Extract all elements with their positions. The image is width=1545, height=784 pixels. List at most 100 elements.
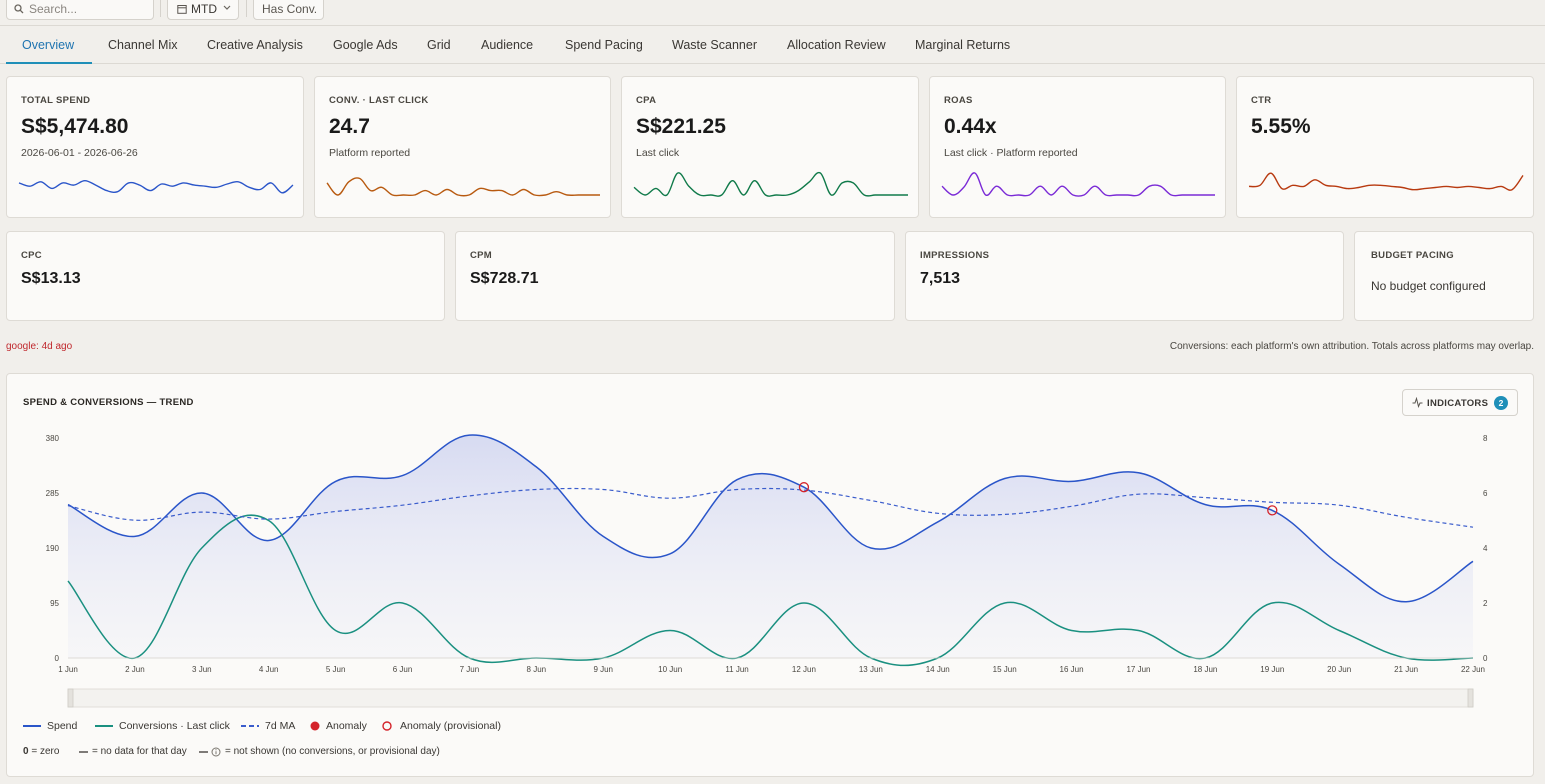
series-line	[67, 487, 1474, 528]
kpi-label: CONV. · LAST CLICK	[329, 95, 429, 106]
y-right-tick-label: 6	[1483, 489, 1488, 498]
tab-google-ads[interactable]: Google Ads	[333, 38, 398, 52]
kpi-card-total-spend: TOTAL SPEND S$5,474.80 2026-06-01 - 2026…	[6, 76, 304, 218]
sparkline	[1248, 172, 1524, 191]
brush-handle-right[interactable]	[1467, 688, 1474, 708]
indicators-label: INDICATORS	[1427, 398, 1489, 409]
x-tick-label: 14 Jun	[926, 665, 950, 674]
budget-pacing-card: BUDGET PACING No budget configured	[1354, 231, 1534, 321]
legend-swatch	[23, 725, 41, 727]
y-right-tick-label: 2	[1483, 599, 1488, 608]
anomaly-marker[interactable]	[1267, 505, 1278, 516]
legend-label: 7d MA	[265, 720, 296, 732]
kpi-subtext-part: Platform reported	[996, 147, 1078, 159]
tab-overview[interactable]: Overview	[6, 26, 92, 64]
kpi-label: CPM	[470, 250, 493, 261]
kpi-card-roas: ROAS 0.44x Last click · Platform reporte…	[929, 76, 1226, 218]
y-left-tick-label: 0	[55, 654, 60, 663]
key-zero-text: = zero	[31, 746, 60, 757]
period-dropdown[interactable]: MTD	[167, 0, 239, 20]
key-zero: 0 = zero	[23, 746, 59, 757]
activity-icon	[1412, 397, 1423, 408]
y-right-tick-label: 8	[1483, 434, 1488, 443]
series-line	[67, 434, 1474, 603]
y-right-tick-label: 0	[1483, 654, 1488, 663]
tab-allocation-review[interactable]: Allocation Review	[787, 38, 886, 52]
x-tick-label: 1 Jun	[58, 665, 78, 674]
series-line	[67, 514, 1474, 667]
kpi-label: ROAS	[944, 95, 973, 106]
tab-waste-scanner[interactable]: Waste Scanner	[672, 38, 757, 52]
x-tick-label: 3 Jun	[192, 665, 212, 674]
dash-icon	[199, 751, 208, 753]
x-tick-label: 12 Jun	[792, 665, 816, 674]
tab-grid[interactable]: Grid	[427, 38, 451, 52]
tab-creative-analysis[interactable]: Creative Analysis	[207, 38, 303, 52]
legend-label: Conversions · Last click	[119, 720, 230, 732]
chevron-down-icon	[223, 5, 231, 10]
legend-swatch	[95, 725, 113, 727]
y-left-tick-label: 285	[46, 489, 60, 498]
kpi-subtext: 2026-06-01 - 2026-06-26	[21, 147, 138, 159]
series-area-spend	[68, 434, 1473, 658]
y-left-tick-label: 95	[50, 599, 59, 608]
kpi-value: S$221.25	[636, 115, 726, 138]
tab-marginal-returns[interactable]: Marginal Returns	[915, 38, 1011, 52]
anomaly-marker[interactable]	[798, 482, 810, 493]
kpi-label: IMPRESSIONS	[920, 250, 990, 261]
x-tick-label: 16 Jun	[1060, 665, 1084, 674]
kpi-value: 5.55%	[1251, 115, 1311, 138]
x-tick-label: 6 Jun	[393, 665, 413, 674]
sparkline	[326, 177, 600, 197]
trend-chart: 0 95 190 285 380 0 2 4 6 8 1 Jun 2 Jun 3 Jun 4 Jun 5 J…	[46, 434, 1488, 708]
search-input[interactable]	[29, 1, 149, 17]
top-toolbar: MTD Has Conv.	[0, 0, 1545, 26]
tab-spend-pacing[interactable]: Spend Pacing	[565, 38, 643, 52]
sparkline-series	[633, 171, 908, 197]
sparkline	[18, 179, 294, 194]
legend-label: Anomaly	[326, 720, 367, 732]
dash-icon	[79, 751, 88, 753]
has-conversions-filter[interactable]: Has Conv.	[253, 0, 324, 20]
sparkline	[941, 172, 1215, 197]
search-box[interactable]	[6, 0, 154, 20]
sparkline-series	[326, 177, 600, 197]
x-tick-label: 11 Jun	[725, 665, 748, 674]
kpi-value: 7,513	[920, 270, 961, 287]
x-tick-label: 18 Jun	[1193, 665, 1217, 674]
kpi-card-cpm: CPM S$728.71	[455, 231, 895, 321]
kpi-subtext: Platform reported	[329, 147, 411, 159]
kpi-value: 24.7	[329, 115, 370, 138]
budget-message: No budget configured	[1371, 279, 1486, 293]
x-tick-label: 21 Jun	[1394, 665, 1418, 674]
tab-channel-mix[interactable]: Channel Mix	[108, 38, 178, 52]
kpi-subtext-part: Last click	[944, 147, 988, 159]
kpi-value: S$728.71	[470, 270, 539, 287]
attribution-note: Conversions: each platform's own attribu…	[1169, 341, 1534, 352]
chart-title: SPEND & CONVERSIONS — TREND	[23, 397, 194, 408]
range-brush[interactable]	[67, 688, 1474, 708]
x-tick-label: 15 Jun	[993, 665, 1017, 674]
sparkline-series	[941, 172, 1215, 197]
sparkline-series	[1248, 172, 1524, 191]
key-not-shown-text: = not shown (no conversions, or provisio…	[225, 746, 440, 757]
legend-swatch	[241, 725, 259, 727]
x-tick-label: 9 Jun	[593, 665, 613, 674]
kpi-label: CTR	[1251, 95, 1272, 106]
info-icon	[211, 747, 221, 757]
x-tick-label: 22 Jun	[1461, 665, 1485, 674]
brush-handle-left[interactable]	[67, 688, 74, 708]
sparkline-series	[18, 179, 294, 194]
kpi-value: 0.44x	[944, 115, 997, 138]
divider	[160, 0, 161, 17]
kpi-card-cpa: CPA S$221.25 Last click	[621, 76, 919, 218]
indicators-count-badge: 2	[1494, 396, 1508, 410]
kpi-label: BUDGET PACING	[1371, 250, 1454, 261]
kpi-label: CPA	[636, 95, 657, 106]
tab-audience[interactable]: Audience	[481, 38, 534, 52]
indicators-button[interactable]: INDICATORS 2	[1402, 389, 1518, 416]
kpi-label: CPC	[21, 250, 42, 261]
x-tick-label: 4 Jun	[259, 665, 279, 674]
data-freshness-warning: google: 4d ago	[6, 341, 73, 352]
kpi-value: S$13.13	[21, 270, 81, 287]
